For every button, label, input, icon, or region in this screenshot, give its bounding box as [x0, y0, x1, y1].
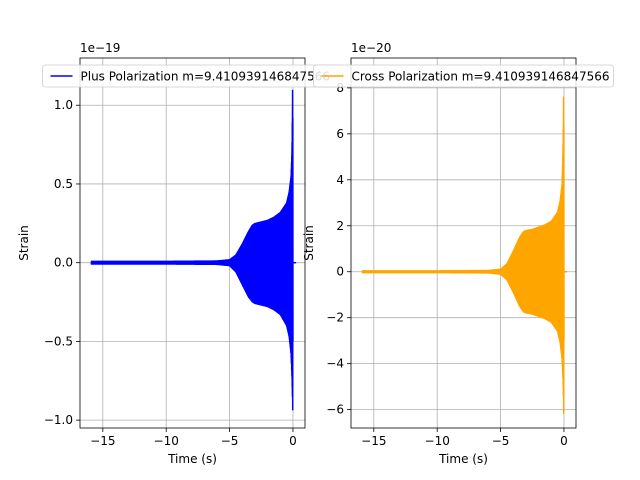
y-axis-label: Strain [17, 225, 31, 261]
x-tick-label: −15 [90, 434, 115, 448]
y-tick-label: 6 [336, 127, 344, 141]
y-tick-label: 0 [336, 265, 344, 279]
y-tick-label: 0.5 [54, 177, 73, 191]
series-line [90, 89, 294, 411]
x-tick-label: −5 [492, 434, 510, 448]
y-tick-label: −1.0 [44, 413, 73, 427]
axes-frame [350, 57, 577, 429]
legend-label: Plus Polarization m=9.410939146847566 [81, 70, 331, 84]
legend-box [313, 64, 614, 88]
x-tick-label: −15 [361, 434, 386, 448]
y-tick-label: 1.0 [54, 98, 73, 112]
y-axis-label: Strain [302, 225, 316, 261]
y-tick-label: 8 [336, 81, 344, 95]
y-tick-label: −4 [326, 357, 344, 371]
y-offset-text: 1e−19 [80, 41, 120, 55]
y-tick-label: 0.0 [54, 256, 73, 270]
series-group [90, 89, 297, 411]
y-offset-text: 1e−20 [351, 41, 391, 55]
legend: Cross Polarization m=9.410939146847566 [313, 64, 614, 88]
series-group [361, 96, 568, 414]
legend-label: Cross Polarization m=9.410939146847566 [352, 70, 610, 84]
y-tick-label: 4 [336, 173, 344, 187]
legend: Plus Polarization m=9.410939146847566 [42, 64, 343, 88]
axes-frame [79, 57, 306, 429]
plus-polarization-panel: −15 −10 −5 0 −1.0 −0.5 0.0 0.5 1.0 1e−19 Time (s) S… [17, 41, 343, 466]
x-axis-label: Time (s) [438, 452, 488, 466]
x-tick-label: −5 [221, 434, 239, 448]
x-axis-label: Time (s) [167, 452, 217, 466]
x-tick-label: 0 [289, 434, 297, 448]
y-tick-label: 2 [336, 219, 344, 233]
x-tick-label: −10 [154, 434, 179, 448]
series-line [361, 96, 565, 414]
y-tick-label: −6 [326, 403, 344, 417]
y-tick-label: −0.5 [44, 334, 73, 348]
x-tick-label: −10 [425, 434, 450, 448]
cross-polarization-panel: −15 −10 −5 0 −6 −4 −2 0 2 4 6 8 1e−20 Time (s) Strain C… [302, 41, 614, 466]
y-tick-label: −2 [326, 311, 344, 325]
x-tick-label: 0 [560, 434, 568, 448]
